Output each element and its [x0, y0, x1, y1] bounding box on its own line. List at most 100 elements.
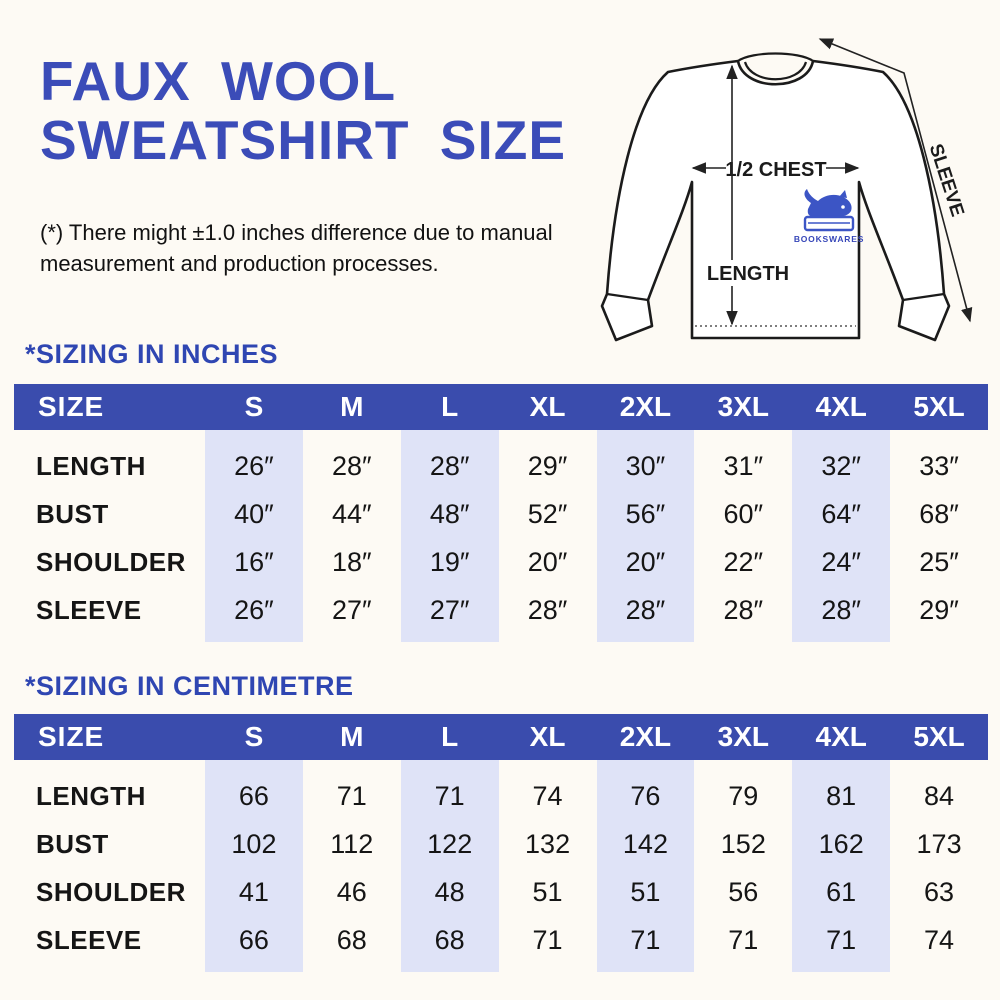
column-header-s: S [244, 391, 264, 422]
cell-value: 71 [826, 924, 857, 955]
table-row-bust: BUST 40″ 44″ 48″ 52″ 56″ 60″ 64″ 68″ [14, 490, 988, 538]
disclaimer-text: (*) There might ±1.0 inches difference d… [40, 220, 553, 276]
cell-value: 68 [336, 924, 367, 955]
cell-value: 44″ [332, 498, 372, 529]
cell-value: 81 [826, 780, 857, 811]
column-stripe [205, 760, 303, 972]
table-row-bust: BUST 102 112 122 132 142 152 162 173 [14, 820, 988, 868]
cell-value: 66 [238, 780, 269, 811]
column-header-size: SIZE [38, 391, 105, 422]
collar-inner-line [743, 61, 808, 81]
half-chest-label: 1/2 CHEST [725, 159, 826, 181]
cell-value: 68 [434, 924, 465, 955]
column-header-5xl: 5XL [913, 721, 965, 752]
table-body: LENGTH 66 71 71 74 76 79 81 84 BUST 102 112 122 132 14… [14, 760, 988, 972]
cell-value: 66 [238, 924, 269, 955]
cell-value: 20″ [527, 546, 568, 577]
cell-value: 52″ [527, 498, 568, 529]
cell-value: 41 [238, 876, 269, 907]
sizing-cm-heading: *SIZING IN CENTIMETRE [25, 671, 354, 701]
column-header-size: SIZE [38, 721, 105, 752]
column-header-xl: XL [529, 721, 566, 752]
column-stripe [400, 430, 499, 642]
table-header-row: SIZE S M L XL 2XL 3XL 4XL 5XL [14, 714, 988, 760]
cell-value: 56 [728, 876, 759, 907]
cell-value: 84 [924, 780, 955, 811]
sizing-cm-table: SIZE S M L XL 2XL 3XL 4XL 5XL LENGTH 66 71 71 74 76 79 8… [14, 714, 988, 972]
column-stripe [400, 760, 499, 972]
row-label: SLEEVE [36, 924, 142, 955]
sweatshirt-diagram: 1/2 CHEST LENGTH SLEEVE BOOKSWARES [592, 6, 992, 366]
column-header-3xl: 3XL [717, 721, 769, 752]
cell-value: 61 [826, 876, 857, 907]
shirt-outline [600, 59, 951, 342]
cell-value: 24″ [821, 546, 861, 577]
cell-value: 56″ [625, 498, 666, 529]
cell-value: 31″ [723, 450, 764, 481]
cell-value: 27″ [429, 594, 470, 625]
row-label: SHOULDER [36, 876, 186, 907]
column-header-m: M [340, 391, 364, 422]
page-title: FAUX WOOL SWEATSHIRT SIZE [40, 52, 566, 170]
column-stripe [792, 760, 891, 972]
cell-value: 71 [434, 780, 465, 811]
sleeve-arrow [818, 38, 973, 323]
page-title-line2: SWEATSHIRT SIZE [40, 108, 567, 171]
column-header-xl: XL [529, 391, 566, 422]
cell-value: 51 [532, 876, 563, 907]
cell-value: 64″ [821, 498, 861, 529]
table-row-sleeve: SLEEVE 66 68 68 71 71 71 71 74 [14, 916, 988, 964]
table-row-shoulder: SHOULDER 16″ 18″ 19″ 20″ 20″ 22″ 24″ 25″ [14, 538, 988, 586]
cell-value: 16″ [234, 546, 274, 577]
cell-value: 28″ [527, 594, 568, 625]
cell-value: 48″ [429, 498, 470, 529]
whale-eye [841, 205, 845, 209]
cell-value: 79 [728, 780, 759, 811]
cell-value: 28″ [821, 594, 861, 625]
cell-value: 22″ [723, 546, 764, 577]
column-header-2xl: 2XL [619, 391, 672, 422]
column-header-4xl: 4XL [815, 391, 867, 422]
cell-value: 40″ [234, 498, 274, 529]
column-header-2xl: 2XL [619, 721, 672, 752]
cell-value: 29″ [527, 450, 568, 481]
cell-value: 142 [622, 828, 668, 859]
bookswares-logo: BOOKSWARES [794, 189, 863, 244]
cell-value: 63 [924, 876, 955, 907]
cell-value: 18″ [332, 546, 372, 577]
cell-value: 122 [427, 828, 473, 859]
column-stripe [792, 430, 891, 642]
length-label: LENGTH [707, 263, 789, 285]
column-header-l: L [441, 721, 459, 752]
column-stripe [205, 430, 303, 642]
cell-value: 29″ [919, 594, 959, 625]
row-label: LENGTH [36, 780, 146, 811]
cell-value: 71 [630, 924, 661, 955]
column-header-s: S [244, 721, 264, 752]
cell-value: 74 [924, 924, 955, 955]
column-stripe [596, 760, 695, 972]
sizing-inches-heading: *SIZING IN INCHES [25, 339, 279, 369]
cell-value: 68″ [919, 498, 959, 529]
column-header-5xl: 5XL [913, 391, 965, 422]
cell-value: 71 [728, 924, 759, 955]
whale-fin [839, 190, 847, 198]
page-title-line1: FAUX WOOL [40, 50, 397, 112]
cell-value: 27″ [332, 594, 372, 625]
cell-value: 60″ [723, 498, 764, 529]
cell-value: 19″ [429, 546, 470, 577]
cell-value: 28″ [723, 594, 764, 625]
cell-value: 74 [532, 780, 563, 811]
cell-value: 71 [336, 780, 367, 811]
half-chest-label-bg [726, 156, 826, 180]
table-header-row: SIZE S M L XL 2XL 3XL 4XL 5XL [14, 384, 988, 430]
cell-value: 28″ [429, 450, 470, 481]
column-header-3xl: 3XL [717, 391, 769, 422]
collar-outer-line [737, 52, 814, 62]
cell-value: 48 [434, 876, 465, 907]
row-label: SHOULDER [36, 546, 186, 577]
table-row-sleeve: SLEEVE 26″ 27″ 27″ 28″ 28″ 28″ 28″ 29″ [14, 586, 988, 634]
cell-value: 30″ [625, 450, 666, 481]
right-cuff-seam [902, 292, 945, 302]
